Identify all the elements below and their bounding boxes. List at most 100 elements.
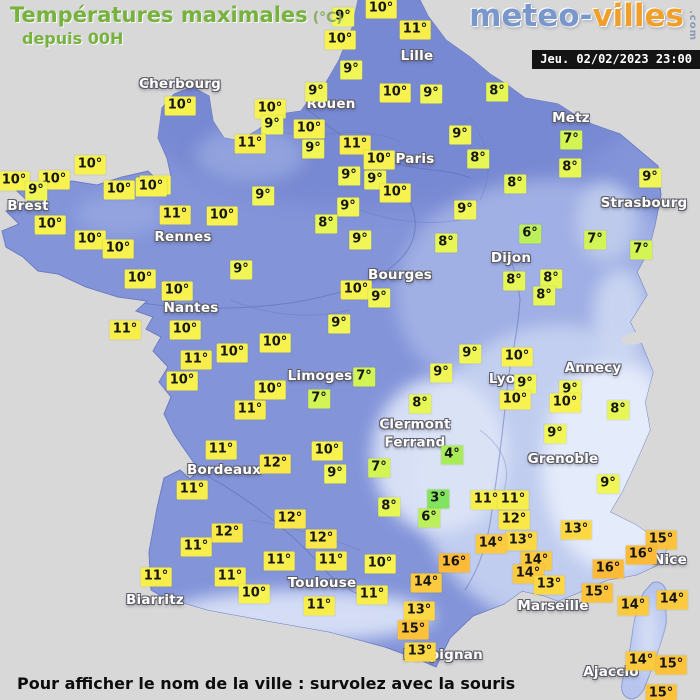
temp-badge[interactable]: 9°	[338, 166, 360, 186]
temp-badge[interactable]: 3°	[427, 489, 449, 509]
temp-badge[interactable]: 10°	[169, 320, 201, 340]
temp-badge[interactable]: 8°	[315, 214, 337, 234]
temp-badge[interactable]: 10°	[102, 239, 134, 259]
temp-badge[interactable]: 9°	[597, 474, 619, 494]
temp-badge[interactable]: 13°	[404, 642, 436, 662]
temp-badge[interactable]: 7°	[560, 130, 582, 150]
temp-badge[interactable]: 11°	[109, 320, 141, 340]
temp-badge[interactable]: 8°	[409, 394, 431, 414]
temp-badge[interactable]: 9°	[230, 260, 252, 280]
temp-badge[interactable]: 11°	[159, 205, 191, 225]
temp-badge[interactable]: 10°	[74, 230, 106, 250]
temp-badge[interactable]: 11°	[470, 490, 502, 510]
temp-badge[interactable]: 12°	[259, 454, 291, 474]
temp-badge[interactable]: 14°	[656, 590, 688, 610]
temp-badge[interactable]: 10°	[0, 171, 30, 191]
temp-badge[interactable]: 11°	[263, 551, 295, 571]
temp-badge[interactable]: 11°	[234, 400, 266, 420]
temp-badge[interactable]: 11°	[140, 567, 172, 587]
temp-badge[interactable]: 9°	[420, 84, 442, 104]
temp-badge[interactable]: 15°	[645, 684, 677, 700]
temp-badge[interactable]: 14°	[475, 534, 507, 554]
temp-badge[interactable]: 11°	[497, 490, 529, 510]
temp-badge[interactable]: 10°	[254, 380, 286, 400]
temp-badge[interactable]: 9°	[302, 139, 324, 159]
temp-badge[interactable]: 8°	[467, 149, 489, 169]
temp-badge[interactable]: 11°	[180, 537, 212, 557]
temp-badge[interactable]: 6°	[519, 224, 541, 244]
temp-badge[interactable]: 10°	[379, 83, 411, 103]
temp-badge[interactable]: 7°	[630, 240, 652, 260]
temp-badge[interactable]: 6°	[418, 508, 440, 528]
temp-badge[interactable]: 8°	[559, 158, 581, 178]
temp-badge[interactable]: 12°	[211, 523, 243, 543]
temp-badge[interactable]: 15°	[581, 583, 613, 603]
temp-badge[interactable]: 8°	[533, 286, 555, 306]
temp-badge[interactable]: 10°	[74, 155, 106, 175]
temp-badge[interactable]: 7°	[353, 367, 375, 387]
temp-badge[interactable]: 9°	[340, 60, 362, 80]
temp-badge[interactable]: 10°	[363, 150, 395, 170]
temp-badge[interactable]: 8°	[503, 271, 525, 291]
temp-badge[interactable]: 11°	[303, 596, 335, 616]
temp-badge[interactable]: 9°	[639, 168, 661, 188]
temp-badge[interactable]: 10°	[549, 393, 581, 413]
temp-badge[interactable]: 12°	[498, 510, 530, 530]
temp-badge[interactable]: 11°	[399, 20, 431, 40]
temp-badge[interactable]: 9°	[25, 181, 47, 201]
temp-badge[interactable]: 16°	[625, 545, 657, 565]
temp-badge[interactable]: 9°	[328, 314, 350, 334]
temp-badge[interactable]: 9°	[544, 424, 566, 444]
temp-badge[interactable]: 10°	[364, 554, 396, 574]
temp-badge[interactable]: 7°	[308, 389, 330, 409]
temp-badge[interactable]: 7°	[584, 230, 606, 250]
temp-badge[interactable]: 11°	[214, 567, 246, 587]
temp-badge[interactable]: 11°	[205, 440, 237, 460]
temp-badge[interactable]: 8°	[504, 174, 526, 194]
temp-badge[interactable]: 9°	[459, 344, 481, 364]
temp-badge[interactable]: 10°	[34, 215, 66, 235]
temp-badge[interactable]: 10°	[216, 343, 248, 363]
temp-badge[interactable]: 8°	[486, 82, 508, 102]
temp-badge[interactable]: 9°	[349, 230, 371, 250]
temp-badge[interactable]: 14°	[617, 596, 649, 616]
temp-badge[interactable]: 12°	[305, 529, 337, 549]
temp-badge[interactable]: 7°	[368, 458, 390, 478]
temp-badge[interactable]: 8°	[540, 269, 562, 289]
temp-badge[interactable]: 12°	[274, 509, 306, 529]
temp-badge[interactable]: 10°	[379, 183, 411, 203]
temp-badge[interactable]: 9°	[368, 288, 390, 308]
temp-badge[interactable]: 13°	[533, 575, 565, 595]
temp-badge[interactable]: 10°	[324, 30, 356, 50]
temp-badge[interactable]: 9°	[514, 374, 536, 394]
temp-badge[interactable]: 10°	[135, 177, 167, 197]
temp-badge[interactable]: 9°	[430, 363, 452, 383]
temp-badge[interactable]: 10°	[293, 119, 325, 139]
temp-badge[interactable]: 9°	[252, 186, 274, 206]
temp-badge[interactable]: 10°	[161, 281, 193, 301]
temp-badge[interactable]: 10°	[103, 180, 135, 200]
temp-badge[interactable]: 8°	[607, 400, 629, 420]
temp-badge[interactable]: 9°	[337, 197, 359, 217]
temp-badge[interactable]: 9°	[332, 7, 354, 27]
temp-badge[interactable]: 15°	[655, 655, 687, 675]
temp-badge[interactable]: 10°	[499, 390, 531, 410]
temp-badge[interactable]: 11°	[356, 585, 388, 605]
temp-badge[interactable]: 11°	[339, 135, 371, 155]
temp-badge[interactable]: 10°	[124, 269, 156, 289]
temp-badge[interactable]: 10°	[311, 441, 343, 461]
temp-badge[interactable]: 14°	[625, 651, 657, 671]
temp-badge[interactable]: 8°	[435, 233, 457, 253]
temp-badge[interactable]: 15°	[645, 530, 677, 550]
temp-badge[interactable]: 11°	[234, 134, 266, 154]
temp-badge[interactable]: 10°	[365, 0, 397, 19]
temp-badge[interactable]: 4°	[441, 445, 463, 465]
temp-badge[interactable]: 9°	[305, 82, 327, 102]
temp-badge[interactable]: 10°	[238, 584, 270, 604]
temp-badge[interactable]: 11°	[176, 480, 208, 500]
temp-badge[interactable]: 10°	[340, 280, 372, 300]
temp-badge[interactable]: 11°	[180, 350, 212, 370]
temp-badge[interactable]: 13°	[560, 520, 592, 540]
temp-badge[interactable]: 16°	[592, 559, 624, 579]
temp-badge[interactable]: 16°	[438, 553, 470, 573]
